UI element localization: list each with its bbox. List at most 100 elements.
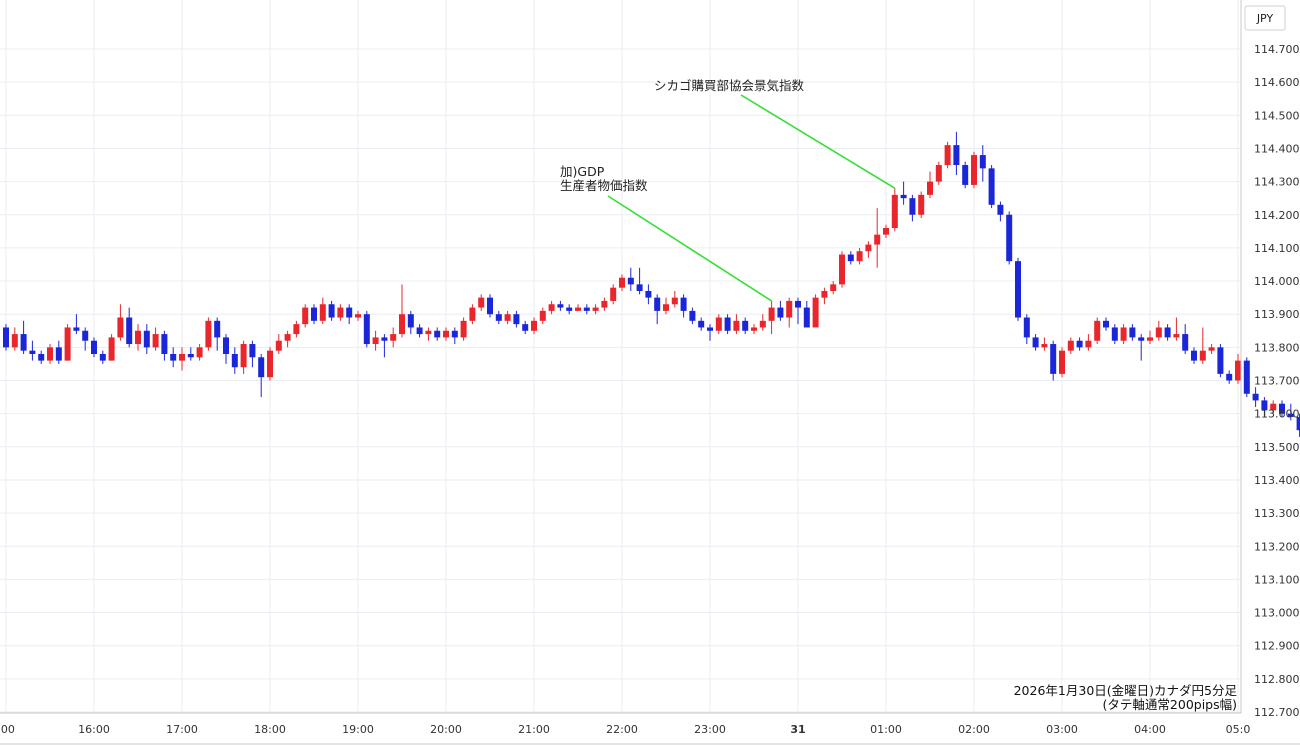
candle-body <box>1041 344 1048 348</box>
candle-body <box>680 297 687 311</box>
candle-body <box>152 334 159 348</box>
candle <box>830 281 837 295</box>
candle <box>751 324 757 335</box>
footnote-line: 2026年1月30日(金曜日)カナダ円5分足 <box>1014 683 1238 698</box>
candle-body <box>742 320 749 331</box>
candle <box>135 324 141 351</box>
candle <box>1006 211 1013 265</box>
candle <box>311 304 317 325</box>
candle <box>636 267 643 295</box>
candle <box>777 300 784 321</box>
candle-body <box>372 337 379 345</box>
y-tick-label: 113.600 <box>1254 408 1300 421</box>
candle <box>645 284 652 305</box>
candle <box>3 324 9 351</box>
candle-body <box>522 324 529 331</box>
x-tick-label: 20:00 <box>430 723 462 736</box>
candle <box>698 317 705 331</box>
candle-body <box>856 251 863 262</box>
annotation-label: シカゴ購買部協会景気指数 <box>654 78 805 93</box>
candle <box>918 191 925 219</box>
y-tick-label: 113.700 <box>1254 375 1300 388</box>
candle-body <box>108 337 115 361</box>
candle <box>302 304 309 328</box>
candle <box>1076 337 1083 351</box>
candle <box>1270 400 1277 414</box>
candle-body <box>962 165 969 185</box>
candle-body <box>460 320 467 338</box>
candle-body <box>47 347 53 361</box>
candle <box>1243 357 1250 398</box>
candle <box>64 324 71 361</box>
candle <box>372 330 379 351</box>
candle-body <box>267 350 273 378</box>
candle-body <box>1155 327 1162 338</box>
candle-body <box>346 307 353 318</box>
candle <box>971 151 977 189</box>
candle <box>1015 257 1021 321</box>
candle-body <box>874 234 881 245</box>
candle-body <box>531 320 537 331</box>
candle <box>1287 403 1294 421</box>
y-tick-label: 113.000 <box>1254 607 1300 620</box>
candle <box>152 327 159 351</box>
candle-body <box>1094 320 1101 341</box>
candle <box>1094 317 1101 345</box>
y-tick-label: 112.800 <box>1254 673 1300 686</box>
candle <box>583 304 590 315</box>
candle-body <box>284 334 291 341</box>
candle-body <box>1164 327 1171 338</box>
candle <box>531 317 537 335</box>
candle <box>1182 324 1189 354</box>
candle <box>469 304 476 325</box>
candle-body <box>38 353 45 361</box>
candle <box>927 171 933 199</box>
candle-body <box>187 353 194 358</box>
candle-body <box>1129 327 1136 338</box>
candle-body <box>689 310 696 321</box>
y-tick-label: 113.300 <box>1254 507 1300 520</box>
candle-body <box>205 320 212 348</box>
candle-body <box>795 300 801 308</box>
candle <box>205 317 212 351</box>
candle <box>451 327 458 345</box>
candle-body <box>161 334 168 354</box>
candle-body <box>566 307 573 311</box>
candle-body <box>548 304 555 311</box>
candle <box>1111 324 1118 345</box>
candle-body <box>575 307 581 311</box>
candle <box>416 324 423 338</box>
candle-body <box>1235 360 1241 381</box>
y-tick-label: 112.900 <box>1254 640 1300 653</box>
candle-body <box>73 327 80 331</box>
candle <box>258 353 265 398</box>
candle-body <box>777 307 784 318</box>
candle <box>487 294 493 318</box>
candle-body <box>328 304 335 318</box>
candle-body <box>654 297 661 311</box>
candle-body <box>1261 400 1268 411</box>
candle <box>988 165 995 209</box>
candle <box>909 194 916 222</box>
candle <box>627 267 634 291</box>
candle-body <box>865 244 872 252</box>
candle-body <box>768 307 775 321</box>
candle <box>654 294 661 325</box>
candle <box>610 284 617 305</box>
candle <box>1208 344 1215 354</box>
x-tick-label: 19:00 <box>342 723 374 736</box>
x-tick-label: 23:00 <box>694 723 726 736</box>
candle <box>99 350 106 364</box>
candle <box>161 330 168 361</box>
candle-body <box>847 254 854 262</box>
x-tick-label: :00 <box>0 723 15 736</box>
chart-footnote: 2026年1月30日(金曜日)カナダ円5分足(タテ軸通常200pips幅) <box>1014 683 1238 712</box>
candle <box>979 145 986 182</box>
candle-body <box>1085 340 1092 348</box>
candle-body <box>909 198 916 215</box>
candle-body <box>539 310 546 321</box>
candle <box>944 141 951 169</box>
candle <box>1155 320 1162 341</box>
candle <box>478 294 485 311</box>
